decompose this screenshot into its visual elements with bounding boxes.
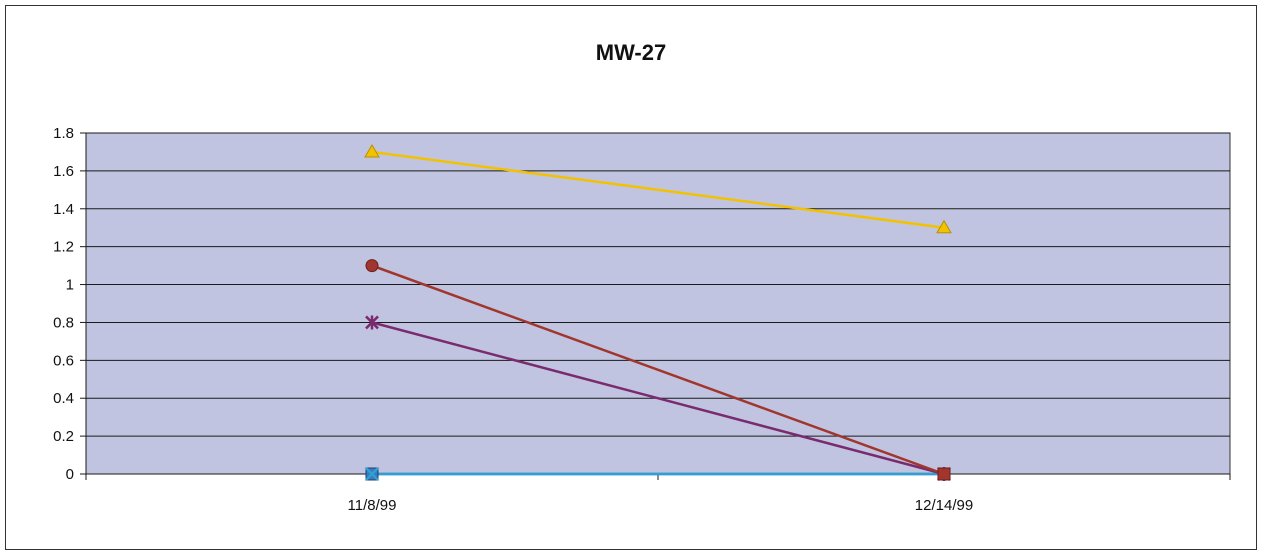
chart-title: MW-27 [595, 40, 667, 65]
point-marker [936, 219, 952, 234]
y-tick-label: 0.4 [53, 390, 74, 407]
y-tick-label: 0.2 [53, 428, 74, 445]
y-tick-label: 0.8 [53, 314, 74, 331]
point-marker [937, 467, 951, 481]
point-marker [365, 315, 379, 330]
series-line [371, 321, 945, 476]
point-marker [364, 143, 380, 158]
y-tick-label: 1.8 [53, 125, 74, 142]
y-tick-label: 1.2 [53, 239, 74, 256]
y-tick-label: 0.6 [53, 352, 74, 369]
series-line [371, 264, 945, 476]
y-tick-label: 0 [66, 466, 74, 483]
plot-area [85, 132, 1231, 475]
y-tick-label: 1.4 [53, 201, 74, 218]
y-tick-label: 1 [66, 277, 74, 294]
y-tick-label: 1.6 [53, 163, 74, 180]
x-tick-label: 12/14/99 [915, 497, 973, 514]
point-marker [365, 259, 379, 273]
point-marker [365, 467, 379, 481]
x-tick-label: 11/8/99 [348, 497, 397, 514]
series-line [371, 150, 945, 229]
